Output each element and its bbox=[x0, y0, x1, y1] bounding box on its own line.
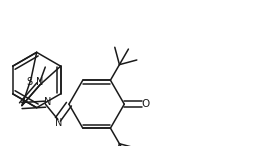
Text: N: N bbox=[44, 97, 51, 107]
Text: N: N bbox=[55, 118, 62, 128]
Text: S: S bbox=[26, 77, 33, 87]
Text: O: O bbox=[142, 99, 150, 109]
Text: N: N bbox=[36, 77, 44, 88]
